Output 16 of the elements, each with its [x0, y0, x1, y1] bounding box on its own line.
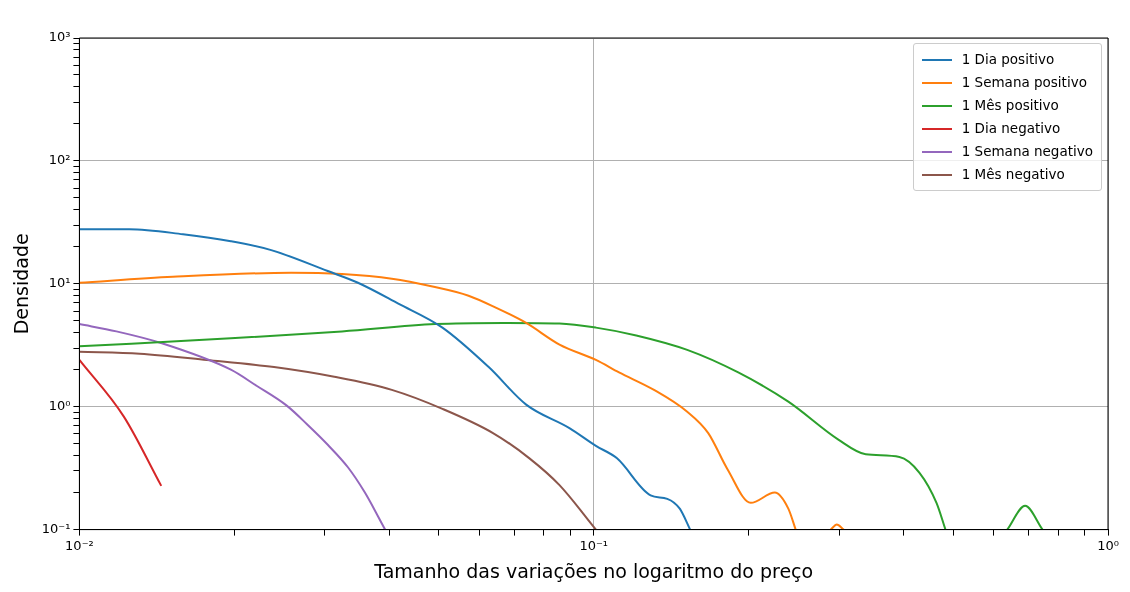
y-axis-title: Densidade	[10, 233, 33, 335]
x-axis-title: Tamanho das variações no logaritmo do preço	[373, 559, 814, 582]
legend-label: 1 Mês negativo	[961, 165, 1065, 184]
legend-label: 1 Dia positivo	[961, 50, 1055, 69]
x-tick-label: 10⁻¹	[579, 537, 609, 553]
x-tick-label: 10⁻²	[65, 537, 94, 553]
y-tick-label: 10³	[48, 29, 71, 45]
legend-label: 1 Semana positivo	[961, 73, 1087, 92]
legend-label: 1 Semana negativo	[961, 142, 1093, 161]
y-tick-label: 10⁰	[48, 398, 71, 414]
y-tick-label: 10²	[48, 152, 71, 168]
legend-label: 1 Mês positivo	[961, 96, 1059, 115]
legend-label: 1 Dia negativo	[961, 119, 1061, 138]
y-tick-label: 10⁻¹	[41, 520, 71, 536]
y-tick-label: 10¹	[48, 275, 71, 291]
x-tick-label: 10⁰	[1097, 537, 1119, 553]
